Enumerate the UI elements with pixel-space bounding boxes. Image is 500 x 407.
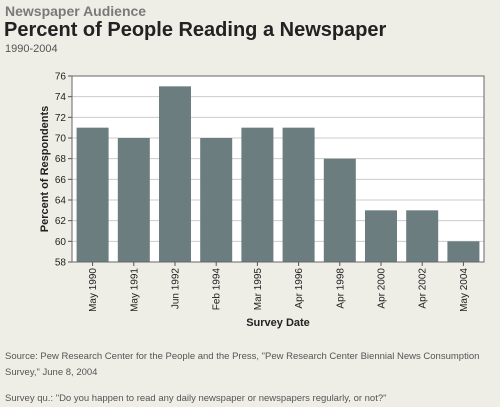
x-tick-label: Jun 1992 [171, 268, 182, 310]
date-range: 1990-2004 [5, 43, 58, 55]
plot-border [71, 75, 485, 263]
y-tick-label: 74 [55, 92, 67, 103]
bar [241, 127, 274, 263]
page-title: Percent of People Reading a Newspaper [4, 19, 387, 41]
bar [76, 127, 109, 263]
bar [365, 210, 397, 262]
bar-chart: 58 60 62 64 66 68 70 72 74 76 May 1990 May 1991 Jun … [39, 72, 485, 329]
x-tick-label: Apr 1996 [294, 268, 305, 309]
x-tick-label: Apr 2002 [418, 268, 429, 309]
supertitle: Newspaper Audience [5, 3, 147, 19]
y-tick-label: 72 [55, 113, 67, 124]
bar [200, 138, 233, 262]
x-tick-label: May 2004 [459, 268, 470, 312]
y-tick-label: 58 [55, 258, 67, 269]
x-tick-label: Feb 1994 [212, 268, 223, 311]
x-tick-label: May 1990 [88, 268, 99, 312]
bar [323, 158, 356, 262]
x-tick-label: Apr 2000 [377, 268, 388, 309]
y-tick-label: 68 [55, 154, 67, 165]
x-tick-label: Mar 1995 [253, 268, 264, 311]
y-tick-label: 64 [55, 196, 67, 207]
source-note: Source: Pew Research Center for the Peop… [5, 351, 480, 378]
bar [447, 241, 480, 262]
survey-question-note: Survey qu.: "Do you happen to read any d… [5, 393, 387, 404]
y-tick-label: 60 [55, 237, 67, 248]
y-tick-label: 76 [55, 72, 67, 83]
x-tick-label: Apr 1998 [335, 268, 346, 309]
x-tick-label: May 1991 [129, 268, 140, 312]
y-tick-label: 70 [55, 134, 67, 145]
x-axis-label: Survey Date [246, 317, 310, 329]
y-tick-label: 66 [55, 175, 67, 186]
y-tick-label: 62 [55, 216, 67, 227]
y-axis-label: Percent of Respondents [39, 106, 51, 233]
bar [159, 86, 191, 262]
bar [282, 127, 315, 263]
bar [406, 210, 439, 262]
bar [117, 138, 150, 262]
